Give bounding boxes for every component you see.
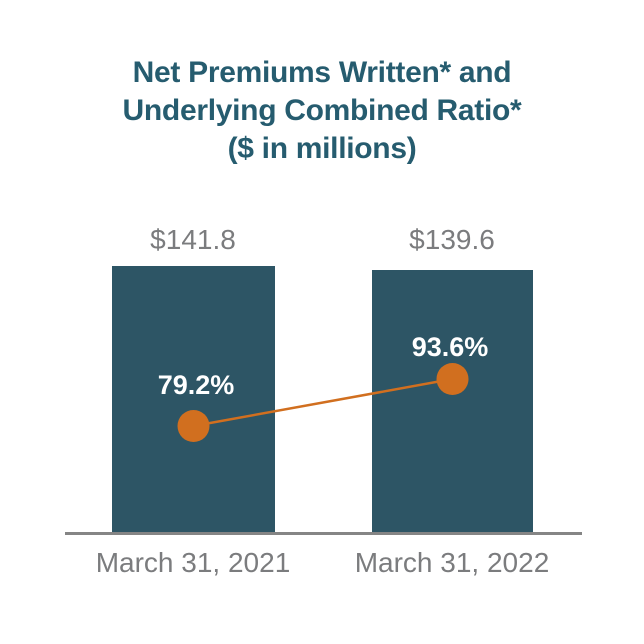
- ratio-label-2021: 79.2%: [157, 370, 235, 400]
- chart-title-line-3: ($ in millions): [227, 132, 417, 165]
- chart-title-line-2: Underlying Combined Ratio*: [122, 94, 522, 127]
- bar-value-label-2021: $141.8: [150, 224, 236, 255]
- x-axis-label-2021: March 31, 2021: [95, 547, 291, 578]
- x-axis-label-2022: March 31, 2022: [354, 547, 550, 578]
- ratio-label-2022: 93.6%: [411, 332, 489, 362]
- bar-march-31-2022: [372, 270, 533, 533]
- chart-title: Net Premiums Written* and Underlying Com…: [0, 54, 644, 168]
- bar-value-label-2022: $139.6: [409, 224, 495, 255]
- chart-title-line-1: Net Premiums Written* and: [132, 56, 512, 89]
- x-axis-line: [65, 532, 582, 535]
